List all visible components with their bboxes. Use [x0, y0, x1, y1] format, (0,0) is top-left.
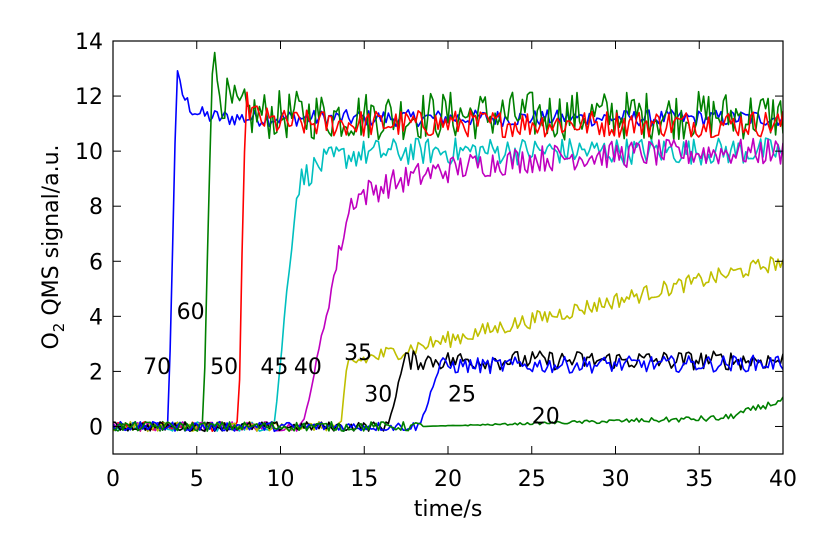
series-line-20	[113, 396, 783, 433]
x-axis-label: time/s	[414, 497, 483, 522]
y-tick-label: 14	[75, 30, 103, 55]
series-annotation-45: 45	[260, 355, 288, 380]
y-axis-label-main: O	[39, 332, 64, 349]
ticks-layer: 0 5 10 15 20 25 30 35 40 0 2 4 6 8 10 12 14	[75, 30, 797, 492]
series-line-30	[113, 350, 783, 433]
series-layer	[113, 51, 783, 433]
y-tick-label: 0	[89, 415, 103, 440]
x-tick-label: 0	[106, 467, 120, 492]
y-axis-label-subscript: 2	[50, 323, 68, 333]
x-tick-label: 35	[685, 467, 713, 492]
y-tick-label: 6	[89, 250, 103, 275]
series-annotation-60: 60	[177, 300, 205, 325]
y-tick-label: 8	[89, 195, 103, 220]
y-axis-label-rest: QMS signal/a.u.	[39, 144, 64, 322]
x-tick-label: 25	[518, 467, 546, 492]
x-tick-label: 30	[602, 467, 630, 492]
series-annotation-30: 30	[364, 382, 392, 407]
y-tick-label: 4	[89, 305, 103, 330]
y-axis-label: O2 QMS signal/a.u.	[39, 144, 68, 349]
series-line-25	[113, 354, 783, 433]
y-tick-label: 10	[75, 140, 103, 165]
x-tick-label: 40	[769, 467, 797, 492]
series-annotation-20: 20	[532, 404, 560, 429]
x-tick-label: 15	[350, 467, 378, 492]
x-tick-label: 5	[190, 467, 204, 492]
series-annotation-70: 70	[143, 355, 171, 380]
y-tick-label: 12	[75, 85, 103, 110]
series-line-60	[113, 51, 783, 432]
series-annotation-50: 50	[210, 355, 238, 380]
series-annotation-40: 40	[294, 355, 322, 380]
series-annotation-25: 25	[448, 382, 476, 407]
x-tick-label: 10	[267, 467, 295, 492]
series-annotation-35: 35	[344, 341, 372, 366]
x-tick-label: 20	[434, 467, 462, 492]
y-tick-label: 2	[89, 360, 103, 385]
annotation-layer: 70 60 50 45 40 35 30 25 20	[143, 300, 560, 430]
